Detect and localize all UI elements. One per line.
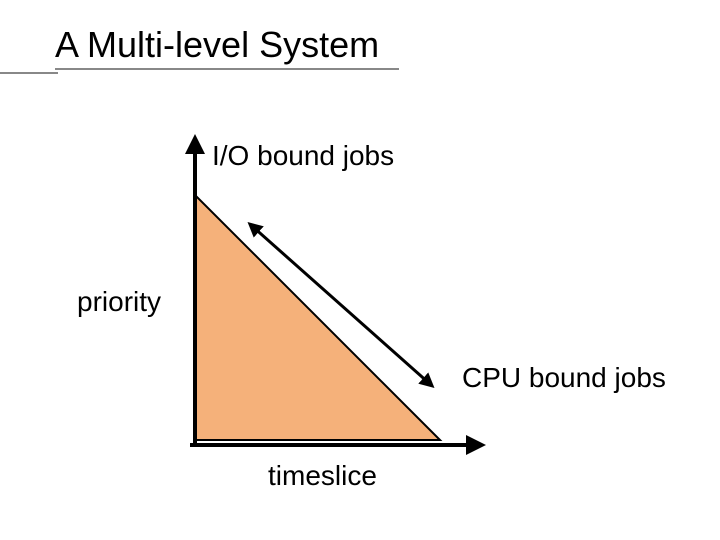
label-cpu-bound: CPU bound jobs [462, 362, 666, 394]
label-io-bound: I/O bound jobs [212, 140, 394, 172]
slide: A Multi-level System I/O bound jobs CPU … [0, 0, 720, 540]
diagram-svg [0, 0, 720, 540]
triangle-shape [195, 195, 440, 440]
label-priority: priority [77, 286, 161, 318]
label-timeslice: timeslice [268, 460, 377, 492]
